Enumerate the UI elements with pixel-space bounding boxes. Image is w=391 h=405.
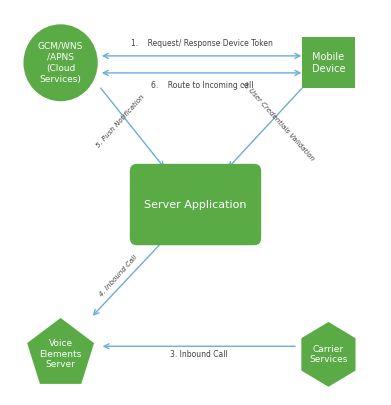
Polygon shape bbox=[301, 322, 355, 387]
Text: 5. Push Notification: 5. Push Notification bbox=[95, 94, 145, 149]
Text: Mobile
Device: Mobile Device bbox=[312, 52, 345, 74]
Text: 1.    Request/ Response Device Token: 1. Request/ Response Device Token bbox=[131, 39, 273, 48]
Text: 2. User Credentials Validation: 2. User Credentials Validation bbox=[241, 81, 316, 162]
Text: Voice
Elements
Server: Voice Elements Server bbox=[39, 339, 82, 369]
Text: 4. Inbound Call: 4. Inbound Call bbox=[98, 254, 138, 297]
Circle shape bbox=[23, 24, 98, 101]
FancyBboxPatch shape bbox=[302, 38, 355, 88]
Text: GCM/WNS
/APNS
(Cloud
Services): GCM/WNS /APNS (Cloud Services) bbox=[38, 42, 83, 84]
Polygon shape bbox=[27, 318, 94, 384]
FancyBboxPatch shape bbox=[130, 164, 261, 245]
Text: Server Application: Server Application bbox=[144, 200, 247, 209]
Text: 3. Inbound Call: 3. Inbound Call bbox=[170, 350, 228, 359]
Text: 6.    Route to Incoming call: 6. Route to Incoming call bbox=[151, 81, 253, 90]
Text: Carrier
Services: Carrier Services bbox=[309, 345, 348, 364]
